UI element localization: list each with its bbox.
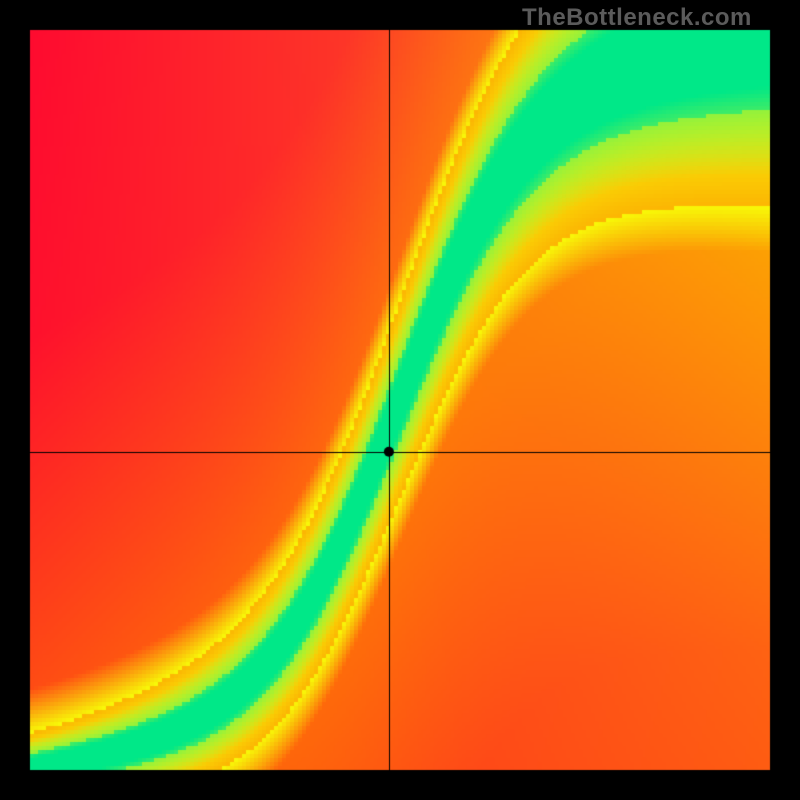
watermark-text: TheBottleneck.com (522, 4, 752, 32)
bottleneck-heatmap (0, 0, 800, 800)
